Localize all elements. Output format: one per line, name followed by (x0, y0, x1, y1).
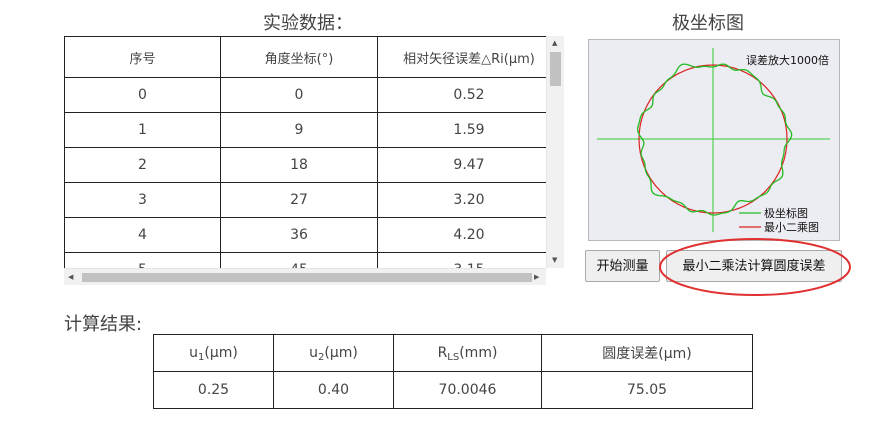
result-header-u1: u1(μm) (153, 334, 274, 372)
cell-angle: 9 (220, 112, 378, 148)
data-table-viewport[interactable]: 序号 角度坐标(°) 相对矢径误差△Ri(μm) 0 0 0.52 1 9 1.… (64, 36, 546, 284)
vertical-scrollbar[interactable]: ▲ ▼ (546, 36, 564, 268)
horizontal-scroll-thumb[interactable] (82, 273, 532, 282)
cell-angle: 27 (220, 182, 378, 218)
horizontal-scrollbar[interactable]: ◀ ▶ (64, 268, 546, 285)
lsq-calc-button[interactable]: 最小二乘法计算圆度误差 (666, 250, 842, 282)
cell-index: 2 (64, 147, 221, 183)
table-row: 3 27 3.20 (64, 182, 546, 218)
start-measure-button[interactable]: 开始测量 (585, 250, 660, 282)
col-header-index: 序号 (64, 36, 221, 78)
scroll-left-icon[interactable]: ◀ (68, 273, 74, 281)
data-section-title: 实验数据： (263, 13, 353, 34)
cell-error: 4.20 (377, 217, 546, 253)
table-row: 0 0 0.52 (64, 77, 546, 113)
results-value-row: 0.25 0.40 70.0046 75.05 (153, 371, 753, 409)
polar-annotation: 误差放大1000倍 (746, 53, 829, 67)
polar-title: 极坐标图 (672, 13, 744, 34)
legend-label-fit: 最小二乘图 (764, 221, 819, 234)
result-header-u2: u2(μm) (273, 334, 394, 372)
cell-index: 0 (64, 77, 221, 113)
result-value-u2: 0.40 (273, 371, 394, 409)
measured-profile (636, 63, 793, 216)
polar-plot: 误差放大1000倍 极坐标图 最小二乘图 (588, 39, 840, 241)
lsq-circle (638, 64, 788, 214)
cell-angle: 36 (220, 217, 378, 253)
result-value-roundness: 75.05 (541, 371, 753, 409)
results-header-row: u1(μm) u2(μm) RLS(mm) 圆度误差(μm) (153, 334, 753, 372)
vertical-scroll-thumb[interactable] (550, 52, 561, 86)
scroll-up-icon[interactable]: ▲ (552, 39, 558, 47)
table-row: 2 18 9.47 (64, 147, 546, 183)
table-row: 1 9 1.59 (64, 112, 546, 148)
scroll-right-icon[interactable]: ▶ (534, 273, 540, 281)
col-header-error: 相对矢径误差△Ri(μm) (377, 36, 546, 78)
cell-error: 3.20 (377, 182, 546, 218)
data-table: 序号 角度坐标(°) 相对矢径误差△Ri(μm) 0 0 0.52 1 9 1.… (64, 36, 546, 284)
highlight-ellipse (659, 238, 851, 296)
cell-index: 4 (64, 217, 221, 253)
cell-angle: 0 (220, 77, 378, 113)
result-value-u1: 0.25 (153, 371, 274, 409)
cell-error: 9.47 (377, 147, 546, 183)
result-header-roundness: 圆度误差(μm) (541, 334, 753, 372)
results-title: 计算结果: (64, 314, 143, 335)
table-header-row: 序号 角度坐标(°) 相对矢径误差△Ri(μm) (64, 36, 546, 78)
results-table: u1(μm) u2(μm) RLS(mm) 圆度误差(μm) 0.25 0.40… (153, 334, 753, 409)
cell-angle: 18 (220, 147, 378, 183)
cell-index: 3 (64, 182, 221, 218)
table-row: 4 36 4.20 (64, 217, 546, 253)
col-header-angle: 角度坐标(°) (220, 36, 378, 78)
legend-label-measured: 极坐标图 (764, 206, 808, 220)
cell-error: 1.59 (377, 112, 546, 148)
result-header-rls: RLS(mm) (393, 334, 542, 372)
cell-index: 1 (64, 112, 221, 148)
cell-error: 0.52 (377, 77, 546, 113)
result-value-rls: 70.0046 (393, 371, 542, 409)
scroll-down-icon[interactable]: ▼ (552, 256, 558, 264)
